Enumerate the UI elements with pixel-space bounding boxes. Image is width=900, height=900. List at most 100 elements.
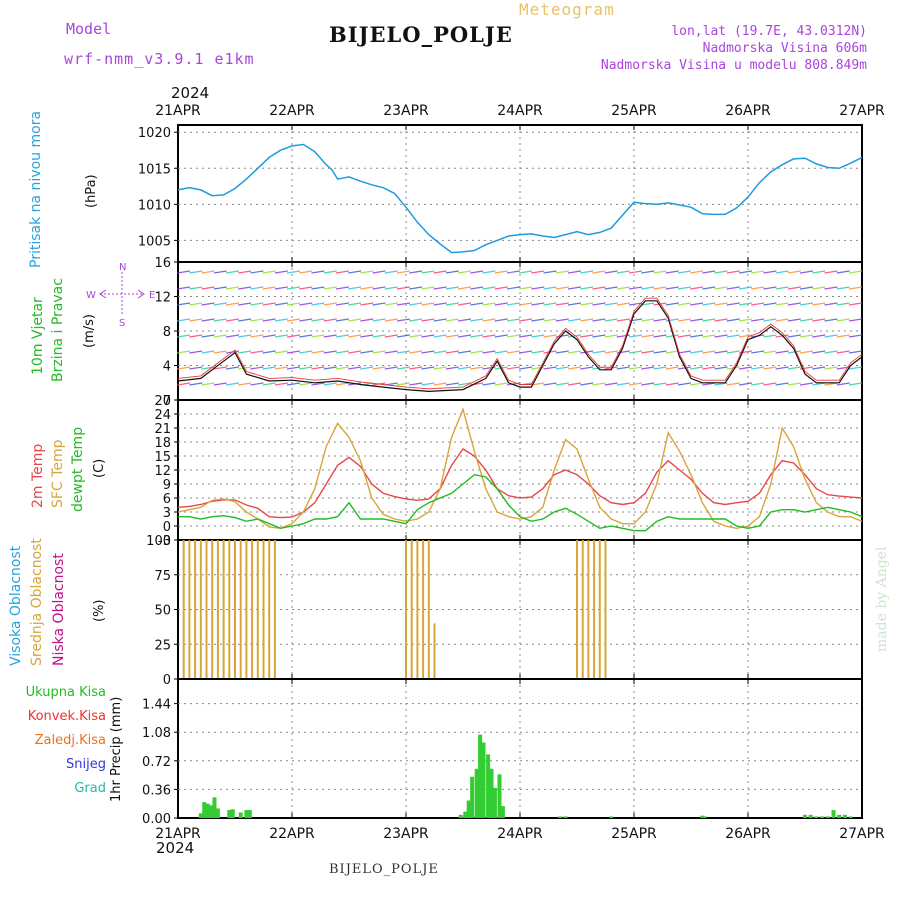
wind-barb — [628, 366, 643, 370]
precip-bar — [497, 774, 502, 818]
wind-barb — [348, 286, 362, 290]
wind-barb — [519, 302, 533, 306]
precip-bar — [205, 803, 210, 818]
wind-barb — [531, 302, 545, 306]
wind-barb — [335, 318, 349, 322]
precip-bar — [808, 814, 813, 818]
wind-barb — [543, 286, 557, 290]
wind-barb — [751, 350, 765, 354]
compass-e: E — [149, 290, 155, 301]
precip-bar — [466, 800, 471, 818]
wind-barb — [567, 334, 582, 338]
wind-barb — [494, 334, 508, 338]
wind-barb — [653, 334, 667, 338]
wind-barb — [494, 270, 508, 274]
wind-barb — [714, 286, 728, 290]
wind-barb — [604, 334, 618, 338]
wind-barb — [384, 302, 398, 306]
wind-barb — [702, 302, 716, 306]
wind-barb — [274, 318, 288, 322]
wind-barb — [201, 286, 215, 290]
wind-barb — [702, 350, 716, 354]
precip-bar — [492, 787, 497, 818]
station-title: BIJELO_POLJE — [329, 22, 513, 47]
wind-barb — [751, 286, 765, 290]
wind-barb — [824, 286, 838, 290]
wind-barb — [824, 302, 838, 306]
wind-barb — [299, 334, 313, 338]
wind-barb — [311, 318, 325, 322]
wind-barb — [543, 318, 557, 322]
precip-bar — [481, 742, 486, 818]
wind-barb — [372, 286, 386, 290]
wind-barb — [714, 270, 728, 274]
wind-barb — [311, 302, 325, 306]
pressure-ytick-label: 1015 — [138, 162, 171, 177]
wind-barb — [690, 334, 704, 338]
precip-bar — [825, 816, 830, 818]
wind-barb — [433, 286, 447, 290]
wind-barb — [225, 286, 240, 290]
precip-bar — [463, 811, 468, 818]
wind-barb — [396, 318, 411, 322]
wind-barb — [396, 382, 411, 386]
temp-ytick-label: 0 — [163, 520, 171, 535]
wind-barb — [567, 286, 582, 290]
wind-barb — [702, 270, 716, 274]
wind-barb — [262, 270, 276, 274]
wind-barb — [799, 334, 814, 338]
wind-barb — [470, 318, 484, 322]
wind-barb — [567, 382, 582, 386]
precip-ytick-label: 0.72 — [142, 755, 171, 770]
wind-barb — [726, 334, 740, 338]
wind-barb — [433, 270, 447, 274]
wind-barb — [238, 270, 252, 274]
wind-barb — [738, 302, 753, 306]
wind-barb — [482, 350, 496, 354]
wind-barb — [396, 366, 411, 370]
wind-barb — [604, 382, 618, 386]
wind-barb — [457, 302, 472, 306]
wind-barb — [360, 270, 374, 274]
precip-bar — [489, 768, 494, 818]
cloud-ytick-label: 50 — [154, 604, 171, 619]
wind-barb — [836, 318, 850, 322]
wind-barb — [519, 334, 533, 338]
wind-barb — [201, 302, 215, 306]
cloud-ytick-label: 100 — [146, 534, 171, 549]
wind-barb — [653, 270, 667, 274]
precip-bar — [557, 816, 562, 818]
time-label-bottom: 22APR — [269, 826, 315, 842]
wind-barb — [616, 286, 630, 290]
precip-bar — [478, 734, 483, 818]
wind-barb — [799, 270, 814, 274]
precip-bar — [202, 802, 207, 818]
wind-barb — [457, 350, 472, 354]
wind-barb — [421, 366, 435, 370]
time-label-top: 21APR — [155, 103, 201, 119]
wind-barb — [274, 270, 288, 274]
time-label-bottom: 24APR — [497, 826, 543, 842]
wind-barb — [787, 334, 801, 338]
wind-barb — [592, 350, 606, 354]
temp-ytick-label: -3 — [158, 534, 171, 549]
wind-barb — [250, 286, 264, 290]
wind-barb — [812, 286, 826, 290]
wind-barb — [177, 350, 191, 354]
wind-barb — [799, 382, 814, 386]
wind-barb — [274, 334, 288, 338]
meteogram-kind: Meteogram — [519, 0, 615, 19]
wind-barb — [506, 318, 520, 322]
wind-barb — [580, 302, 594, 306]
wind-barb — [348, 366, 362, 370]
wind-barb — [335, 366, 349, 370]
wind-barb — [335, 350, 349, 354]
wind-barb — [812, 350, 826, 354]
wind-barb — [384, 334, 398, 338]
wind-barb — [299, 366, 313, 370]
precip-bar — [848, 816, 853, 818]
wind-barb — [519, 350, 533, 354]
wind-gust-line — [177, 297, 863, 390]
precip-bar — [198, 813, 203, 818]
wind-ytick-label: 8 — [163, 325, 171, 340]
